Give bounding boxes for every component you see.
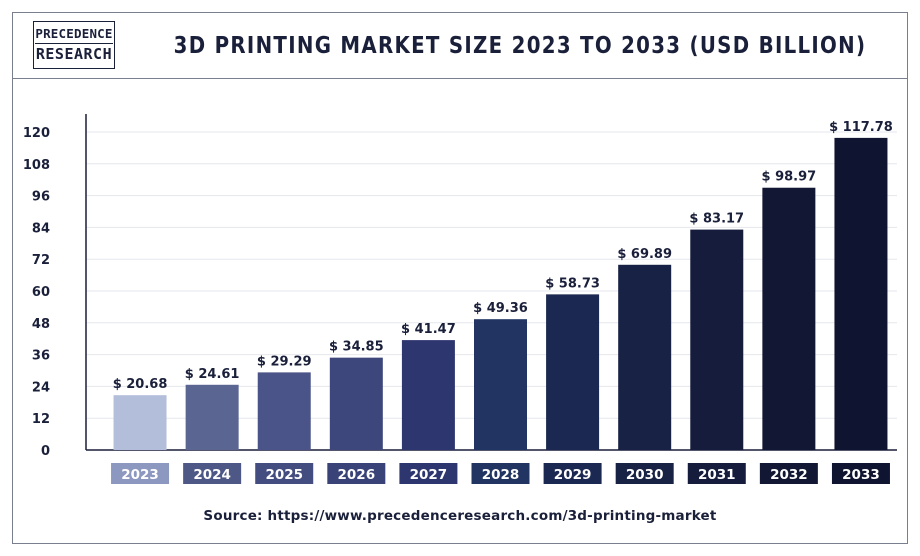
y-tick-label: 24 xyxy=(32,380,50,395)
bar-layer xyxy=(113,137,888,451)
label-layer: $ 20.68 $ 24.61 $ 29.29 $ 34.85 $ 41.47 $ 49.… xyxy=(113,120,893,392)
data-label-2023: $ 20.68 xyxy=(113,377,168,392)
x-tick-label-2023: 2023 xyxy=(121,467,159,483)
category-box-2033 xyxy=(831,463,890,484)
bar-2028 xyxy=(474,319,527,450)
y-tick-label: 108 xyxy=(23,158,50,173)
category-box-2027 xyxy=(399,463,458,484)
data-label-2027: $ 41.47 xyxy=(401,322,456,337)
bar-2031 xyxy=(690,229,744,450)
y-tick-label: 84 xyxy=(32,221,50,236)
category-box-2025 xyxy=(255,463,314,484)
category-layer: 2023 2024 2025 2026 2027 2028 2029 2030 2031 2032… xyxy=(111,463,890,484)
category-box-2031 xyxy=(687,463,746,484)
data-label-2026: $ 34.85 xyxy=(329,340,384,355)
bar-2030 xyxy=(618,264,672,450)
x-tick-label-2028: 2028 xyxy=(482,467,520,483)
precedence-research-logo: PRECEDENCE RESEARCH xyxy=(33,21,115,69)
bar-2027 xyxy=(401,340,455,450)
category-box-2030 xyxy=(615,463,674,484)
y-tick-label: 48 xyxy=(32,317,50,332)
data-label-2029: $ 58.73 xyxy=(545,276,600,291)
x-tick-label-2033: 2033 xyxy=(842,467,880,483)
bar-2026 xyxy=(329,357,383,450)
data-label-2025: $ 29.29 xyxy=(257,354,312,369)
x-tick-label-2032: 2032 xyxy=(770,467,808,483)
x-tick-label-2031: 2031 xyxy=(698,467,736,483)
x-tick-label-2027: 2027 xyxy=(410,467,448,483)
logo-line-1: PRECEDENCE xyxy=(35,27,113,45)
source-note: Source: https://www.precedenceresearch.c… xyxy=(203,508,717,524)
y-tick-label: 72 xyxy=(32,253,50,268)
bar-2024 xyxy=(185,384,239,450)
y-tick-label: 96 xyxy=(32,190,50,205)
bar-2033 xyxy=(834,137,888,450)
data-label-2032: $ 98.97 xyxy=(762,170,817,185)
x-tick-label-2026: 2026 xyxy=(338,467,376,483)
y-tick-label: 120 xyxy=(23,126,50,141)
chart-header: PRECEDENCE RESEARCH 3D PRINTING MARKET S… xyxy=(13,13,907,79)
chart-title: 3D PRINTING MARKET SIZE 2023 TO 2033 (US… xyxy=(173,33,867,59)
grid-layer xyxy=(86,131,897,419)
bar-2025 xyxy=(257,372,311,450)
y-tick-label: 12 xyxy=(32,412,50,427)
logo-line-2: RESEARCH xyxy=(35,45,113,64)
category-box-2026 xyxy=(327,463,386,484)
x-tick-label-2024: 2024 xyxy=(193,467,231,483)
x-tick-label-2030: 2030 xyxy=(626,467,664,483)
category-box-2024 xyxy=(183,463,242,484)
y-tick-label: 0 xyxy=(41,444,50,459)
bar-2029 xyxy=(546,294,600,450)
chart-frame: PRECEDENCE RESEARCH 3D PRINTING MARKET S… xyxy=(12,12,908,544)
bar-2032 xyxy=(762,187,816,451)
x-tick-label-2025: 2025 xyxy=(265,467,303,483)
y-tick-label: 36 xyxy=(32,349,50,364)
y-tick-label: 60 xyxy=(32,285,50,300)
data-label-2033: $ 117.78 xyxy=(829,120,893,135)
x-tick-label-2029: 2029 xyxy=(554,467,592,483)
category-box-2023 xyxy=(111,463,170,484)
bar-2023 xyxy=(113,395,167,450)
category-box-2028 xyxy=(471,463,530,484)
data-label-2028: $ 49.36 xyxy=(473,301,528,316)
category-box-2032 xyxy=(759,463,818,484)
data-label-2031: $ 83.17 xyxy=(689,212,744,227)
data-label-2030: $ 69.89 xyxy=(617,247,672,262)
data-label-2024: $ 24.61 xyxy=(185,367,240,382)
category-box-2029 xyxy=(543,463,602,484)
